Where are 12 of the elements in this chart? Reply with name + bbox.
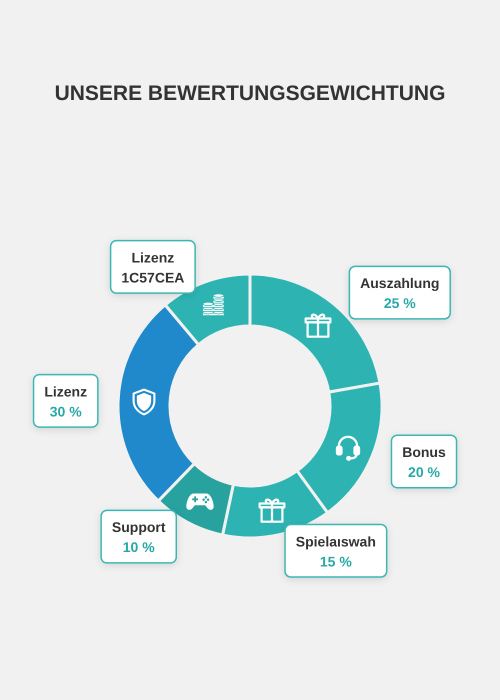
data-label: 20 %: [408, 464, 440, 480]
data-label: 30 %: [50, 403, 82, 420]
slice-label: Bonus: [402, 444, 446, 460]
slice-label: Lizenz 1C57CEA: [121, 249, 184, 286]
data-label: 10 %: [122, 539, 156, 556]
chart-title: UNSERE BEWERTUNGSGEWICHTUNG: [54, 82, 446, 105]
slice-label: Auszahlung: [360, 275, 440, 292]
slice-label: Support: [112, 519, 166, 536]
data-label: 15 %: [320, 553, 352, 570]
slice-label: Lizenz: [44, 383, 88, 400]
data-label: 25 %: [384, 295, 416, 312]
slice-label: Spielaıswah: [296, 533, 376, 550]
